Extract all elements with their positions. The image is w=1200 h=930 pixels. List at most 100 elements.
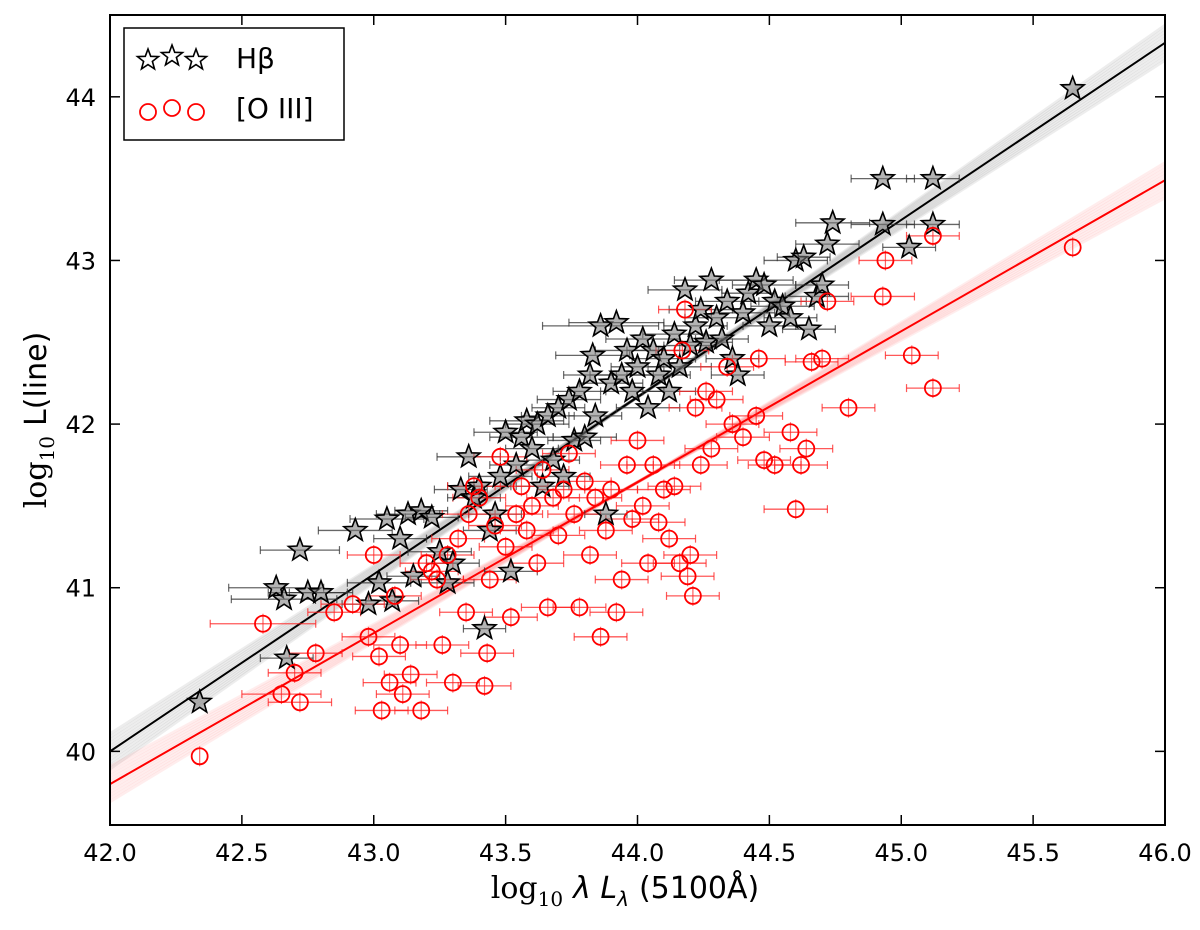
legend-box [123,27,345,141]
oiii-point [792,456,810,474]
hbeta-point [578,341,607,367]
hbeta-point [895,233,923,259]
x-tick-label: 43.0 [347,839,400,867]
hbeta-point [602,308,630,335]
oiii-point [538,598,557,617]
hbeta-point [270,584,298,611]
fit-lines [109,23,1166,803]
x-tick-label: 46.0 [1138,839,1191,867]
x-tick-label: 42.5 [215,839,268,867]
y-axis-label: log10L(line) [19,332,59,509]
oiii-point [290,693,309,712]
oiii-point [457,603,475,622]
oiii-point [428,570,446,589]
hbeta-point [618,377,646,403]
oiii-point [465,477,483,496]
oiii-point [1063,238,1082,257]
oiii-point [749,349,768,368]
oiii-point [459,505,478,523]
oiii-point [523,497,541,515]
hbeta-point [576,360,604,387]
oiii-point [924,227,942,245]
oiii-point [734,428,752,447]
hbeta-point [447,475,475,502]
oiii-point [370,647,388,666]
oiii-point [839,398,858,417]
error-bars [199,174,1074,767]
hbeta-point [1059,74,1087,101]
hbeta-point [734,278,762,305]
oiii-point [924,379,942,397]
hbeta-point [697,265,726,292]
hbeta-point [768,292,797,318]
legend-star-icon [159,42,185,67]
hbeta-point [518,434,546,461]
oiii-point [470,488,489,507]
hbeta-point [869,210,897,237]
oiii-point [681,546,700,564]
hbeta-point [608,360,636,387]
hbeta-point [623,352,652,379]
hbeta-point [470,614,499,641]
oiii-point [902,346,921,365]
hbeta-point [341,516,369,543]
hbeta-point [702,303,731,330]
hbeta-point [399,562,427,588]
oiii-point [586,488,605,507]
x-tick-label: 45.5 [1006,839,1059,867]
oiii-point [391,636,410,654]
oiii-point [560,444,578,463]
hbeta-point [629,324,657,351]
oiii-point [478,644,497,663]
oiii-point [633,497,652,515]
oiii-point [306,644,325,663]
oiii-point [380,673,399,692]
hbeta-point [386,524,414,551]
hbeta-point [476,516,504,543]
hbeta-point [434,568,462,595]
hbeta-point [373,504,401,531]
oiii-point [786,500,805,519]
oiii-point [781,423,800,442]
oiii-point [813,349,832,368]
oiii-point [876,251,895,270]
oiii-point [575,472,594,491]
hbeta-point [286,535,314,562]
hbeta-point [795,314,823,341]
x-tick-label: 44.0 [611,839,664,867]
x-tick-labels: 42.0 42.5 43.0 43.5 44.0 44.5 45.0 45.5 46.0 [83,839,1191,867]
oiii-point [449,529,468,548]
oiii-point [602,480,621,499]
hbeta-point [481,499,509,526]
y-tick-label: 41 [65,575,96,603]
oiii-point [678,567,697,586]
hbeta-point [307,578,335,605]
hbeta-point [718,344,747,371]
oiii-point [623,510,642,528]
x-tick-label: 42.0 [83,839,136,867]
hbeta-point [681,311,710,338]
y-tick-label: 44 [65,84,96,112]
oiii-point [393,685,412,703]
oiii-point [190,747,209,766]
hbeta-point [919,210,947,237]
oiii-point [401,665,420,684]
x-tick-label: 44.5 [743,839,796,867]
oiii-point [797,439,816,458]
x-tick-label: 45.0 [875,839,928,867]
oiii-point [618,456,636,474]
oiii-point [501,608,520,627]
oiii-point [570,598,589,617]
hbeta-point [418,503,446,529]
hbeta-point [755,311,784,338]
oiii-point [565,505,584,523]
oiii-point [554,480,573,499]
legend-star-icon [183,46,209,71]
oiii-point [818,292,837,311]
tick-marks [109,15,1166,825]
oiii-point [549,526,568,545]
hbeta-point [660,319,688,346]
legend-circle-icon [139,103,157,121]
hbeta-point [407,496,435,523]
oiii-point [372,701,391,720]
